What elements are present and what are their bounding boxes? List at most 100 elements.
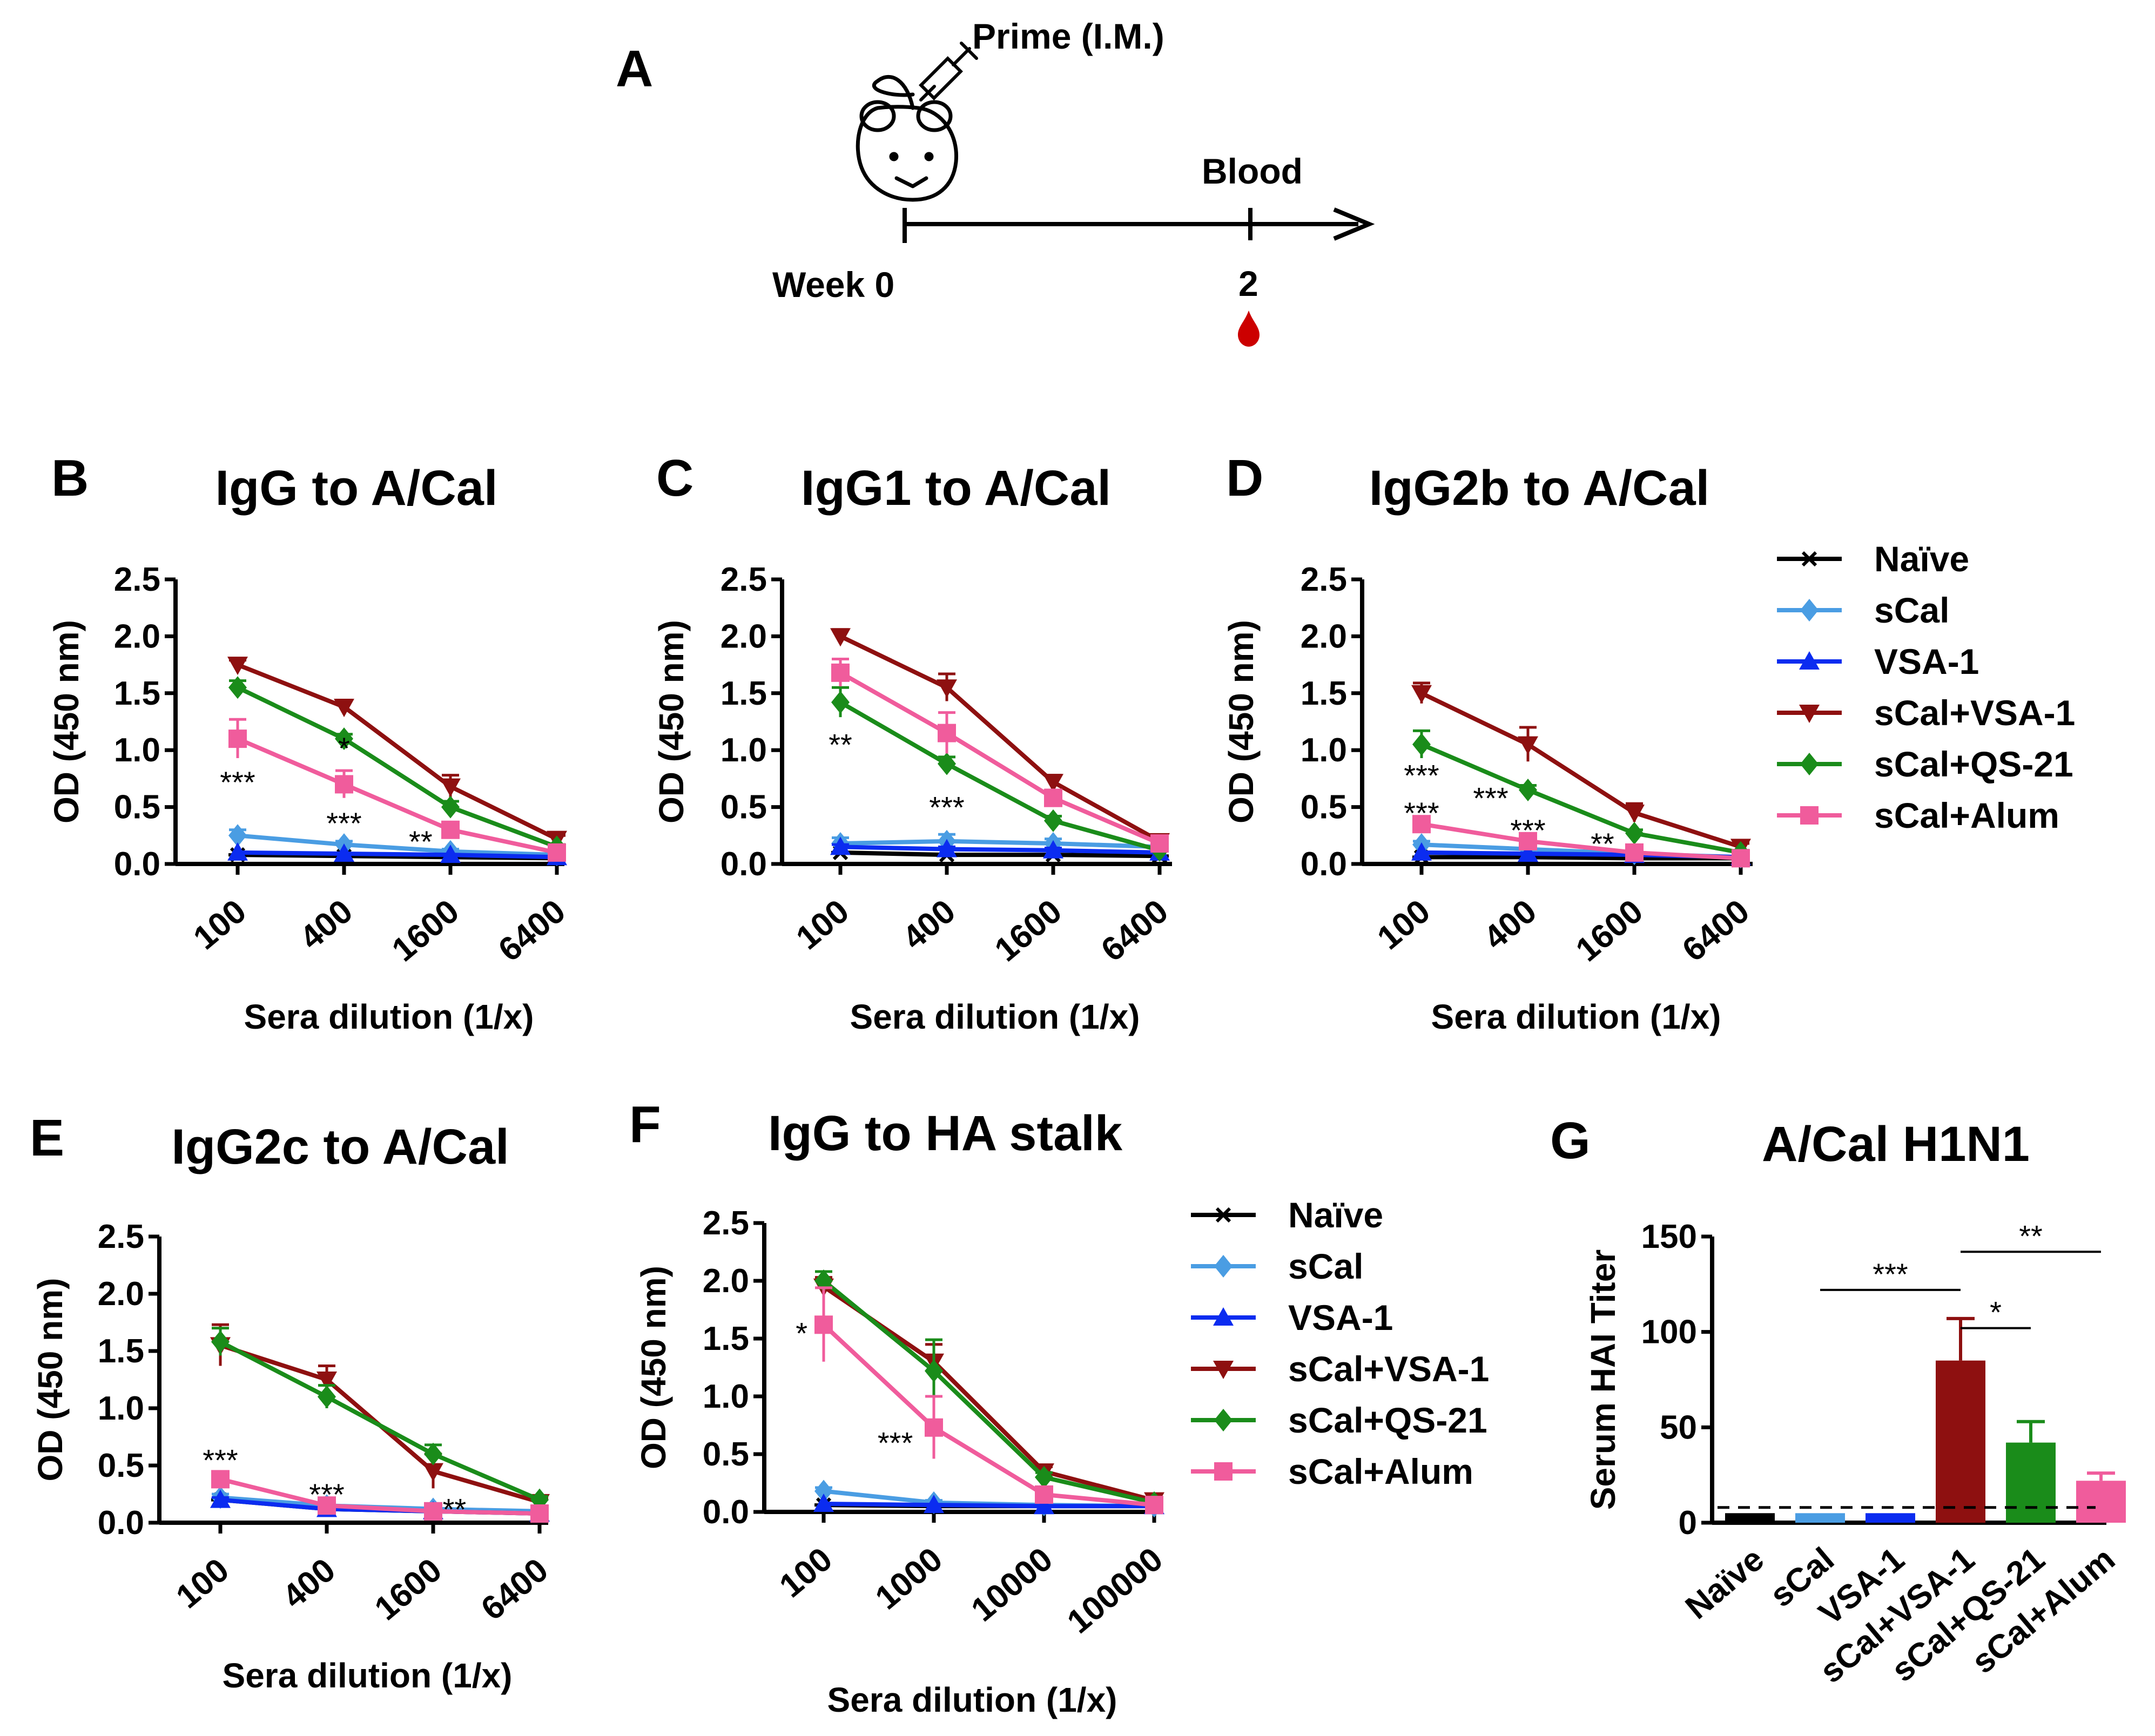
series-line <box>840 839 1160 849</box>
legend-item-scal-plus-vsa-1: sCal+VSA-1 <box>1777 693 2075 733</box>
data-point <box>1519 832 1537 850</box>
data-point <box>318 1496 336 1515</box>
blood-drop-icon <box>1238 310 1260 347</box>
bar <box>1866 1513 1915 1523</box>
data-point <box>335 727 353 751</box>
y-tick-label: 100 <box>1641 1314 1697 1351</box>
series-line <box>1420 742 1741 855</box>
series-line <box>237 737 557 855</box>
y-tick-label: 0.0 <box>98 1504 144 1542</box>
x-tick-label: 1600 <box>988 893 1069 969</box>
panel-letter: D <box>1226 449 1263 507</box>
significance-mark: *** <box>1404 796 1439 830</box>
y-tick-label: 0.0 <box>1301 846 1347 883</box>
legend-marker <box>1799 651 1820 670</box>
x-tick-label: 1600 <box>1569 893 1650 969</box>
data-point <box>211 1330 230 1354</box>
legend-marker <box>1800 806 1819 825</box>
bar <box>2006 1442 2056 1523</box>
series-scal-plus-vsa-1 <box>830 628 1170 852</box>
prime-label: Prime (I.M.) <box>972 16 1164 56</box>
data-point <box>530 1504 549 1523</box>
series-line <box>237 663 558 841</box>
data-point <box>937 839 957 857</box>
week2-label: 2 <box>1238 264 1258 303</box>
y-tick-label: 0.0 <box>114 846 160 883</box>
data-point <box>938 724 956 742</box>
y-tick-label: 0.5 <box>703 1436 749 1473</box>
data-point <box>1035 1485 1053 1504</box>
series-scal-plus-qs-21 <box>814 1269 1163 1514</box>
legend-label: VSA-1 <box>1288 1298 1393 1338</box>
significance-mark: ** <box>443 1492 467 1526</box>
data-point <box>441 820 460 839</box>
legend-label: sCal+Alum <box>1874 795 2059 835</box>
series-line <box>219 1340 541 1502</box>
legend-item-scal-plus-alum: sCal+Alum <box>1777 795 2059 835</box>
data-point <box>813 1494 834 1512</box>
data-point <box>424 1502 442 1521</box>
x-tick-label: 1600 <box>385 893 466 969</box>
week0-label: Week 0 <box>772 265 894 305</box>
x-tick-label: 100000 <box>1060 1541 1170 1641</box>
panel-title: A/Cal H1N1 <box>1762 1117 2030 1172</box>
data-point <box>334 843 354 862</box>
panel-e-igg2c-a-cal: E IgG2c to A/Cal 0.0 0.5 1.0 1.5 2.0 2.5 100 400 1… <box>30 1109 555 1695</box>
data-point <box>318 1385 336 1408</box>
data-point <box>1043 774 1063 793</box>
x-axis-title: Sera dilution (1/x) <box>850 997 1140 1036</box>
bar-scal-plus-qs-21 <box>2006 1420 2056 1523</box>
y-tick-label: 0 <box>1679 1504 1697 1542</box>
series-vsa-1 <box>830 836 1170 861</box>
blood-label: Blood <box>1202 151 1303 191</box>
y-axis-title: OD (450 nm) <box>652 620 691 823</box>
data-point <box>1518 736 1538 755</box>
data-point <box>228 824 247 847</box>
data-point <box>1145 1496 1163 1515</box>
significance-mark: *** <box>1404 759 1439 793</box>
y-tick-label: 2.5 <box>1301 561 1347 598</box>
significance-mark: ** <box>829 728 852 762</box>
series-line <box>237 685 558 849</box>
y-tick-label: 0.5 <box>114 789 160 826</box>
panel-letter-a: A <box>616 40 653 98</box>
bar-scal-plus-alum <box>2076 1471 2126 1523</box>
y-tick-label: 2.5 <box>720 561 767 598</box>
legend-label: Naïve <box>1874 539 1969 579</box>
timeline-arrowhead <box>1333 207 1375 241</box>
panel-letter: B <box>51 449 89 507</box>
data-point <box>1034 1496 1054 1515</box>
x-tick-label: 400 <box>293 893 360 957</box>
legend-item-scal-plus-alum: sCal+Alum <box>1191 1451 1473 1491</box>
series-line <box>839 700 1161 853</box>
y-tick-label: 50 <box>1660 1409 1697 1446</box>
data-point <box>334 699 354 718</box>
x-tick-label: 100 <box>186 893 253 957</box>
data-point <box>814 1480 833 1503</box>
series-line <box>237 850 557 860</box>
y-tick-label: 1.5 <box>98 1333 144 1370</box>
series-line <box>840 845 1160 855</box>
bar-scal <box>1795 1513 1845 1523</box>
data-point <box>1043 840 1063 859</box>
series-scal-plus-vsa-1 <box>227 657 567 849</box>
panel-title: IgG1 to A/Cal <box>801 461 1111 516</box>
significance-mark: *** <box>203 1443 238 1477</box>
y-tick-label: 2.5 <box>114 561 160 598</box>
data-point <box>1732 849 1750 868</box>
x-tick-label: 6400 <box>1094 893 1175 969</box>
y-axis-title: OD (450 nm) <box>634 1266 673 1469</box>
y-tick-label: 1.5 <box>720 675 767 712</box>
series-line <box>839 634 1161 843</box>
panel-g-hai-titer: G A/Cal H1N1 0 50 100 150 Serum HAI Titer Naïve… <box>1550 1112 2126 1691</box>
bar-scal-plus-vsa-1 <box>1936 1316 1985 1523</box>
data-point <box>335 775 353 794</box>
legend-label: sCal <box>1288 1246 1363 1286</box>
data-point <box>924 1495 944 1514</box>
data-point <box>1412 815 1431 834</box>
data-point <box>1035 1465 1053 1489</box>
x-tick-label: 100 <box>789 893 856 957</box>
y-tick-label: 2.0 <box>720 618 767 655</box>
series-line <box>237 833 557 857</box>
